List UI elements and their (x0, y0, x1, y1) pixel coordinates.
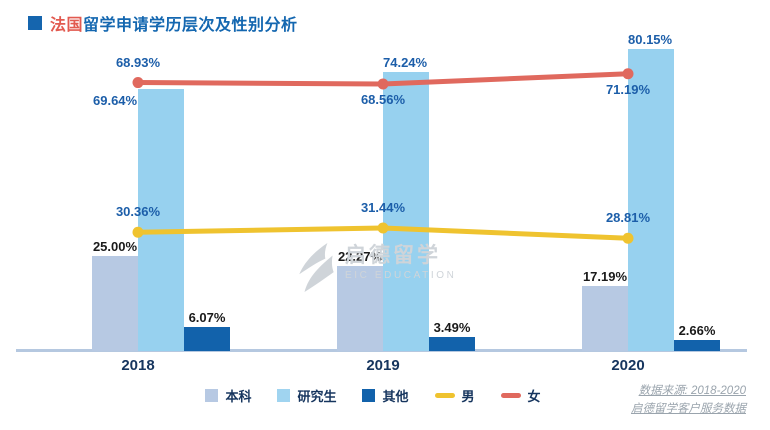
line-dot-女-2018 (132, 77, 144, 89)
bar-value-label: 17.19% (582, 268, 628, 284)
chart-title: 法国留学申请学历层次及性别分析 (28, 11, 298, 35)
bar-本科-2020 (582, 285, 628, 351)
bar-value-label: 74.24% (383, 54, 428, 70)
bar-value-label: 25.00% (92, 239, 138, 255)
x-axis-label-2018: 2018 (121, 357, 155, 374)
title-rest: 留学申请学历层次及性别分析 (83, 17, 298, 34)
eic-logo-icon (299, 243, 334, 292)
legend-item-label: 研究生 (297, 389, 337, 404)
source-line-1: 数据来源: 2018-2020 (638, 385, 746, 397)
legend-item-本科: 本科 (205, 386, 251, 405)
line-value-label: 28.81% (605, 210, 651, 226)
data-source-note: 数据来源: 2018-2020 启德留学客户服务数据 (631, 383, 746, 419)
bar-value-label: 22.27% (337, 249, 383, 265)
watermark-text: 启德留学 EIC EDUCATION (345, 243, 456, 283)
bar-其他-2018 (184, 327, 230, 351)
legend: 本科 研究生 其他 男 女 (0, 386, 758, 405)
x-axis-label-2020: 2020 (611, 357, 645, 374)
bar-本科-2019 (337, 266, 383, 351)
line-value-label: 68.56% (360, 91, 406, 107)
legend-marker-本科 (205, 389, 219, 402)
legend-marker-研究生 (277, 389, 291, 402)
x-axis-label-2019: 2019 (366, 357, 400, 374)
bar-本科-2018 (92, 256, 138, 351)
legend-item-label: 本科 (225, 389, 252, 404)
bar-其他-2019 (429, 336, 475, 351)
legend-marker-男 (434, 393, 455, 398)
bar-研究生-2019 (383, 71, 429, 351)
watermark-subtitle: EIC EDUCATION (345, 270, 457, 281)
page-title: 法国留学申请学历层次及性别分析 (50, 11, 298, 35)
line-value-label: 71.19% (605, 81, 651, 97)
legend-item-女: 女 (500, 386, 541, 405)
source-line-2: 启德留学客户服务数据 (631, 402, 746, 415)
line-value-label: 30.36% (115, 204, 161, 220)
legend-marker-其他 (362, 389, 376, 402)
bar-value-label: 69.64% (93, 92, 138, 108)
title-highlight: 法国 (50, 17, 84, 34)
title-square-icon (28, 16, 42, 30)
bar-value-label: 3.49% (433, 319, 471, 335)
bar-研究生-2020 (628, 49, 674, 351)
bar-其他-2020 (674, 340, 720, 351)
bar-value-label: 6.07% (188, 310, 226, 326)
legend-item-label: 女 (527, 389, 541, 404)
bar-value-label: 2.66% (678, 323, 716, 339)
bar-研究生-2018 (138, 88, 184, 351)
legend-item-研究生: 研究生 (277, 386, 336, 405)
legend-item-label: 其他 (382, 389, 409, 404)
legend-item-label: 男 (461, 389, 475, 404)
line-value-label: 31.44% (360, 200, 406, 215)
line-value-label: 68.93% (115, 54, 161, 70)
watermark-name: 启德留学 (345, 244, 441, 267)
legend-item-男: 男 (434, 386, 475, 405)
watermark: 启德留学 EIC EDUCATION (296, 243, 456, 293)
bar-value-label: 80.15% (628, 32, 673, 48)
legend-marker-女 (500, 393, 521, 398)
legend-item-其他: 其他 (362, 386, 409, 405)
